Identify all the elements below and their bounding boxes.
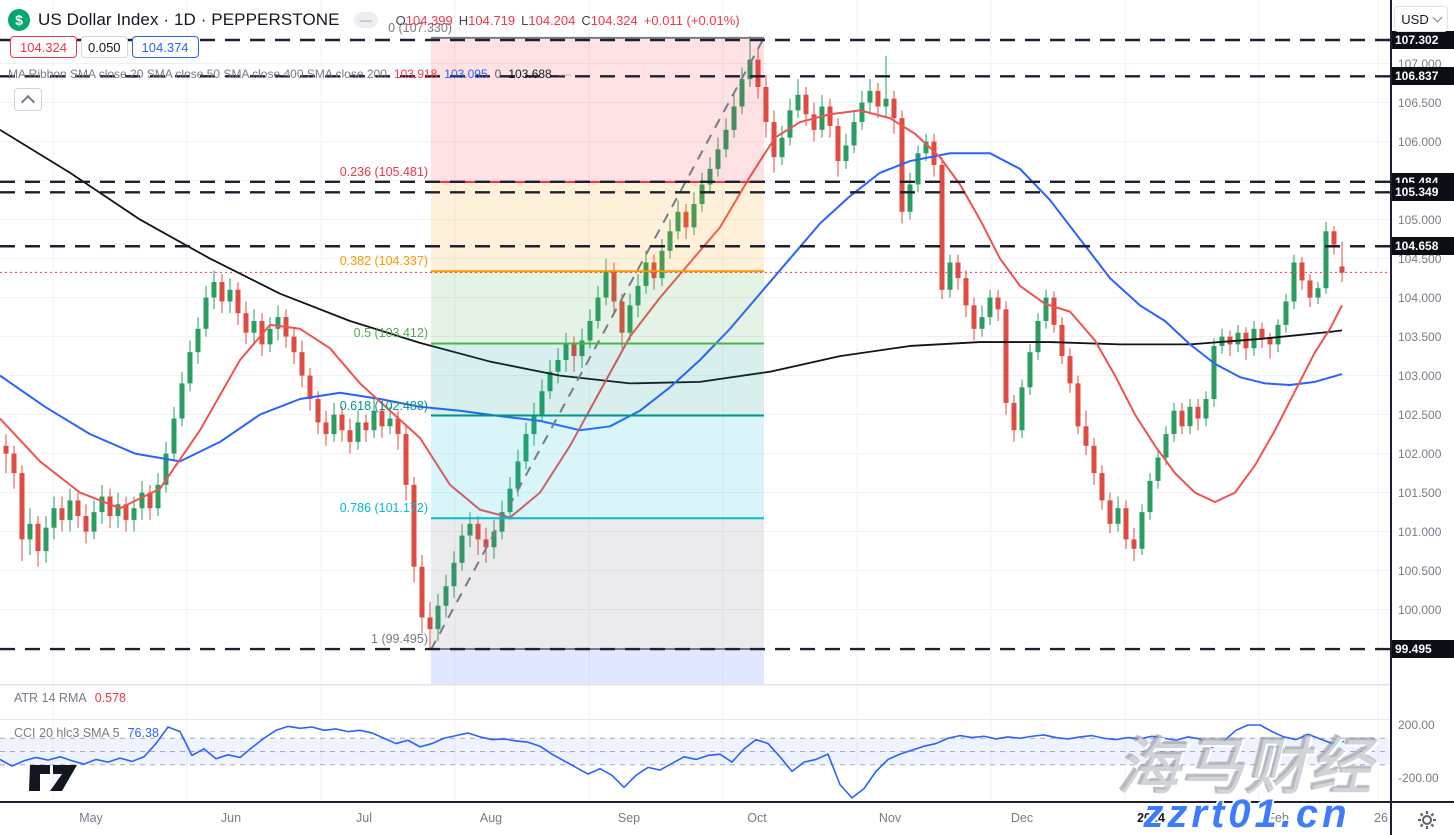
price-level-badge: 106.837 [1390, 67, 1454, 86]
fib-level-label: 1 (99.495) [371, 632, 428, 647]
change-value: +0.011 (+0.01%) [643, 12, 740, 28]
price-axis-label: 102.500 [1398, 407, 1442, 422]
time-axis-label: Jun [220, 811, 242, 825]
fib-level-label: 0.618 (102.488) [339, 398, 428, 413]
spread-value: 0.050 [81, 36, 128, 58]
ma-line-style-icon: — [558, 67, 571, 81]
fib-level-label: 0.786 (101.172) [339, 501, 428, 516]
chart-canvas[interactable] [0, 0, 1390, 802]
price-axis-label: 100.500 [1398, 563, 1442, 578]
atr-indicator-row[interactable]: ATR 14 RMA 0.578 [14, 691, 126, 705]
price-axis-label: 106.500 [1398, 95, 1442, 110]
fib-level-label: 0.5 (103.412) [353, 326, 428, 341]
quote-row: 104.324 0.050 104.374 [10, 36, 199, 58]
time-axis-border [0, 801, 1454, 803]
price-level-badge: 104.658 [1390, 237, 1454, 256]
buy-button[interactable]: 104.374 [131, 36, 199, 58]
ma-sma50-value: 103.095 [444, 67, 488, 81]
price-level-badge: 107.302 [1390, 31, 1454, 49]
time-axis-label: Feb [1267, 811, 1289, 825]
ma-sma200-value: 103.688 [508, 67, 552, 81]
time-axis[interactable]: May Jun Jul Aug Sep Oct Nov Dec 2024 Feb 26 [0, 803, 1454, 835]
atr-label: ATR 14 RMA [14, 691, 87, 705]
symbol-logo-icon: $ [8, 9, 30, 31]
price-axis-label: 102.000 [1398, 446, 1442, 461]
low-value: 104.204 [528, 12, 576, 28]
price-axis-label: 103.000 [1398, 368, 1442, 383]
cci-value: 76.38 [127, 726, 159, 740]
cci-label: CCI 20 hlc3 SMA 5 [14, 726, 120, 740]
time-axis-label: Jul [356, 811, 372, 825]
chevron-down-icon [1432, 12, 1443, 23]
price-axis[interactable]: USD 107.000 106.500 106.000 105.000 104.500 1… [1390, 0, 1454, 802]
high-value: 104.719 [468, 12, 516, 28]
price-axis-label: 100.000 [1398, 602, 1442, 617]
price-axis-label: 103.500 [1398, 329, 1442, 344]
currency-dropdown[interactable]: USD [1394, 6, 1448, 32]
close-label: C [581, 12, 591, 28]
time-axis-label: Nov [878, 811, 902, 825]
low-label: L [521, 12, 529, 28]
price-axis-border [1390, 0, 1392, 835]
price-level-badge: 105.349 [1390, 183, 1454, 202]
time-axis-label: Sep [617, 811, 641, 825]
ma-sma400-value: 0 [494, 67, 502, 81]
symbol-title[interactable]: US Dollar Index · 1D · PEPPERSTONE [38, 10, 340, 29]
price-level-badge: 99.495 [1390, 640, 1454, 659]
fib-level-label: 0 (107.330) [388, 20, 452, 35]
time-axis-label: May [79, 811, 103, 825]
time-axis-label: 2024 [1137, 811, 1165, 825]
open-label: O [395, 12, 406, 28]
fib-level-label: 0.236 (105.481) [339, 165, 428, 180]
cci-axis-label: -200.00 [1398, 771, 1439, 785]
collapse-panel-button[interactable] [14, 88, 42, 111]
ma-ribbon-label: MA Ribbon SMA close 20 SMA close 50 SMA … [8, 67, 387, 81]
currency-label: USD [1401, 11, 1429, 27]
atr-value: 0.578 [94, 691, 126, 705]
open-value: 104.399 [405, 12, 453, 28]
tradingview-logo[interactable] [28, 763, 92, 793]
price-axis-label: 104.000 [1398, 290, 1442, 305]
chevron-up-icon [20, 94, 36, 109]
hide-indicator-icon[interactable]: — [353, 12, 378, 28]
price-axis-label: 107.000 [1398, 56, 1442, 71]
ohlc-values: O104.399 H104.719 L104.204 C104.324 +0.0… [396, 13, 740, 28]
time-axis-label: Oct [747, 811, 767, 825]
ma-sma20-value: 103.918 [393, 67, 438, 81]
price-axis-label: 101.000 [1398, 524, 1442, 539]
time-axis-label: Aug [479, 811, 503, 825]
cci-axis-label: 200.00 [1398, 718, 1435, 732]
fib-level-label: 0.382 (104.337) [339, 254, 428, 269]
price-axis-label: 106.000 [1398, 134, 1442, 149]
time-axis-label: Dec [1010, 811, 1034, 825]
symbol-row[interactable]: $ US Dollar Index · 1D · PEPPERSTONE — O… [8, 7, 740, 33]
cci-indicator-row[interactable]: CCI 20 hlc3 SMA 5 76.38 [14, 726, 159, 740]
time-axis-label: 26 [1374, 811, 1388, 825]
settings-gear-icon[interactable] [1417, 810, 1437, 830]
sell-button[interactable]: 104.324 [10, 36, 77, 58]
price-axis-label: 105.000 [1398, 212, 1442, 227]
high-label: H [458, 12, 469, 28]
ma-ribbon-row[interactable]: MA Ribbon SMA close 20 SMA close 50 SMA … [8, 67, 571, 81]
price-axis-label: 101.500 [1398, 485, 1442, 500]
close-value: 104.324 [590, 12, 638, 28]
